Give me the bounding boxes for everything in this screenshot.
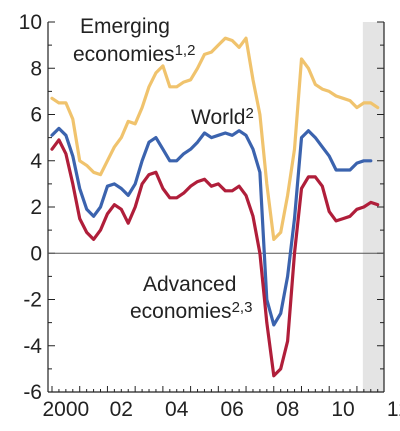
y-tick-label: 2 [30,196,42,219]
world-label-sup: 2 [245,105,253,122]
advanced-label-line2: economies [130,300,232,323]
y-tick-label: -6 [23,381,42,404]
emerging-label: Emerging [80,15,170,38]
x-tick-label: 06 [221,398,244,421]
x-tick-label: 10 [331,398,354,421]
advanced-label-line1: Advanced [143,273,236,296]
emerging-label-line2: economies [73,43,175,66]
series-line-advanced [50,138,380,378]
y-tick-label: -4 [23,335,42,358]
y-tick-label: -2 [23,289,42,312]
emerging-label-sup: 1,2 [175,42,196,59]
y-tick-label: 10 [19,11,42,34]
world-label: World2 [191,105,254,129]
series-line-world [50,126,373,327]
x-tick-label: 2000 [43,398,90,421]
y-tick-label: 0 [30,242,42,265]
emerging-label-2: economies1,2 [73,42,195,66]
advanced-label: Advanced [143,273,236,296]
advanced-label-2: economies2,3 [130,299,252,323]
x-tick-label: 08 [276,398,299,421]
x-tick-label: 04 [165,398,189,421]
series-line-emerging [50,36,380,241]
y-tick-label: 4 [30,150,42,173]
axes [47,21,385,393]
emerging-label-line1: Emerging [80,15,170,38]
y-tick-label: 6 [30,104,42,127]
advanced-label-sup: 2,3 [232,299,253,316]
x-tick-label: 02 [110,398,133,421]
world-label-line1: World [191,106,245,129]
x-tick-label: 12 [387,398,400,421]
series-layer [50,36,380,378]
y-tick-label: 8 [30,57,42,80]
